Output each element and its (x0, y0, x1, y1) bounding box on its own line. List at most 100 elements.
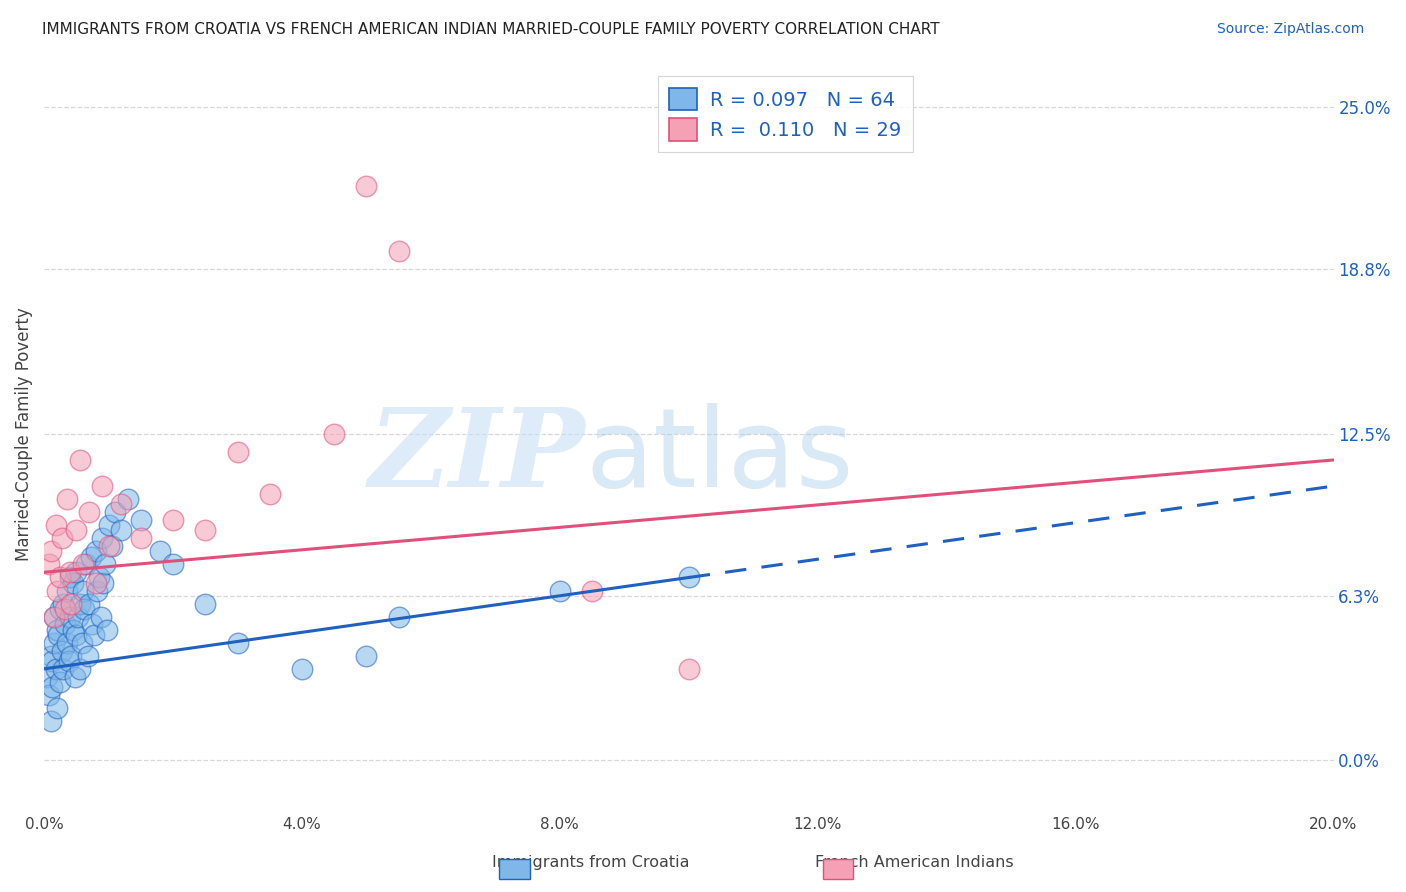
Y-axis label: Married-Couple Family Poverty: Married-Couple Family Poverty (15, 307, 32, 561)
Point (194, 524, 217, 538)
Text: Source: ZipAtlas.com: Source: ZipAtlas.com (1216, 22, 1364, 37)
Point (162, 513, 184, 527)
Point (388, 609, 411, 624)
Point (59, 570, 82, 584)
Point (52, 597, 75, 611)
Point (55, 492, 77, 507)
Point (65, 524, 87, 538)
Point (66, 609, 89, 624)
Point (84, 575, 107, 590)
Text: IMMIGRANTS FROM CROATIA VS FRENCH AMERICAN INDIAN MARRIED-COUPLE FAMILY POVERTY : IMMIGRANTS FROM CROATIA VS FRENCH AMERIC… (42, 22, 939, 37)
Point (45, 662, 67, 676)
Point (69, 597, 91, 611)
Point (45, 518, 67, 533)
Point (53, 617, 76, 632)
Point (82, 617, 104, 632)
Point (129, 531, 152, 545)
Point (87, 570, 110, 584)
Point (388, 244, 411, 258)
Point (39, 648, 62, 663)
Point (37, 670, 59, 684)
Point (548, 583, 571, 598)
Point (291, 662, 314, 676)
Text: atlas: atlas (586, 403, 855, 510)
Text: ZIP: ZIP (368, 403, 586, 510)
Point (65, 628, 87, 642)
Point (77, 505, 100, 519)
Point (110, 497, 132, 511)
Point (226, 445, 249, 459)
Point (581, 583, 603, 598)
Point (96, 623, 118, 637)
Point (77, 597, 100, 611)
Point (41, 680, 63, 694)
Point (46, 583, 69, 598)
Point (77, 648, 100, 663)
Point (356, 178, 378, 193)
Point (38, 558, 60, 572)
Point (55, 636, 77, 650)
Point (39, 544, 62, 558)
Point (49, 602, 72, 616)
Point (55, 583, 77, 598)
Point (51, 531, 73, 545)
Point (62, 575, 84, 590)
Point (91, 479, 114, 493)
Point (59, 609, 82, 624)
Point (323, 426, 346, 441)
Point (79, 549, 101, 564)
Point (162, 558, 184, 572)
Point (51, 643, 73, 657)
Point (104, 505, 127, 519)
Point (69, 662, 91, 676)
Point (84, 544, 107, 558)
Point (110, 524, 132, 538)
Point (52, 662, 75, 676)
Point (83, 628, 105, 642)
Point (65, 566, 87, 580)
Point (72, 583, 94, 598)
Point (226, 636, 249, 650)
Point (678, 662, 700, 676)
Point (42, 609, 65, 624)
Point (60, 597, 83, 611)
Point (60, 648, 83, 663)
Point (73, 602, 96, 616)
Point (86, 583, 108, 598)
Point (149, 544, 172, 558)
Point (93, 575, 115, 590)
Point (97, 518, 120, 533)
Point (46, 623, 69, 637)
Point (91, 531, 114, 545)
Point (69, 453, 91, 467)
Point (42, 636, 65, 650)
Point (70, 636, 93, 650)
Point (39, 714, 62, 728)
Legend: R = 0.097   N = 64, R =  0.110   N = 29: R = 0.097 N = 64, R = 0.110 N = 29 (658, 76, 914, 153)
Point (90, 609, 112, 624)
Point (58, 654, 80, 668)
Point (259, 487, 281, 501)
Text: French American Indians: French American Indians (814, 855, 1014, 870)
Point (41, 654, 63, 668)
Point (94, 558, 117, 572)
Point (49, 570, 72, 584)
Point (46, 628, 69, 642)
Point (59, 566, 82, 580)
Point (101, 539, 124, 553)
Point (678, 570, 700, 584)
Point (97, 539, 120, 553)
Point (53, 602, 76, 616)
Point (38, 688, 60, 702)
Text: Immigrants from Croatia: Immigrants from Croatia (492, 855, 689, 870)
Point (72, 558, 94, 572)
Point (194, 597, 217, 611)
Point (129, 513, 152, 527)
Point (42, 609, 65, 624)
Point (356, 648, 378, 663)
Point (49, 675, 72, 690)
Point (117, 492, 139, 507)
Point (63, 670, 86, 684)
Point (62, 623, 84, 637)
Point (46, 701, 69, 715)
